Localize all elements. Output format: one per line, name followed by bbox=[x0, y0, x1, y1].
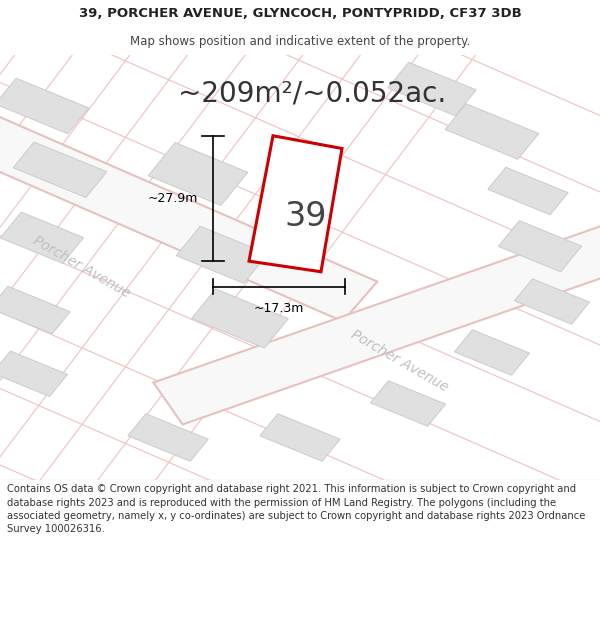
Text: Porcher Avenue: Porcher Avenue bbox=[30, 234, 132, 301]
Text: 39: 39 bbox=[285, 200, 327, 233]
Polygon shape bbox=[260, 414, 340, 461]
Text: Contains OS data © Crown copyright and database right 2021. This information is : Contains OS data © Crown copyright and d… bbox=[7, 484, 586, 534]
Polygon shape bbox=[514, 279, 590, 324]
Polygon shape bbox=[249, 136, 342, 272]
Text: ~17.3m: ~17.3m bbox=[254, 301, 304, 314]
Text: Porcher Avenue: Porcher Avenue bbox=[348, 328, 450, 394]
Polygon shape bbox=[13, 142, 107, 198]
Polygon shape bbox=[370, 381, 446, 426]
Polygon shape bbox=[128, 414, 208, 461]
Polygon shape bbox=[445, 104, 539, 159]
Polygon shape bbox=[499, 221, 581, 272]
Polygon shape bbox=[0, 112, 377, 321]
Polygon shape bbox=[154, 221, 600, 424]
Polygon shape bbox=[1, 212, 83, 263]
Text: ~27.9m: ~27.9m bbox=[148, 192, 198, 205]
Text: ~209m²/~0.052ac.: ~209m²/~0.052ac. bbox=[178, 79, 446, 107]
Polygon shape bbox=[0, 286, 70, 334]
Polygon shape bbox=[388, 62, 476, 116]
Polygon shape bbox=[176, 226, 268, 283]
Text: 39, PORCHER AVENUE, GLYNCOCH, PONTYPRIDD, CF37 3DB: 39, PORCHER AVENUE, GLYNCOCH, PONTYPRIDD… bbox=[79, 8, 521, 20]
Polygon shape bbox=[0, 78, 89, 134]
Polygon shape bbox=[488, 168, 568, 215]
Polygon shape bbox=[148, 142, 248, 206]
Polygon shape bbox=[0, 351, 68, 396]
Text: Map shows position and indicative extent of the property.: Map shows position and indicative extent… bbox=[130, 35, 470, 48]
Polygon shape bbox=[454, 330, 530, 375]
Polygon shape bbox=[191, 289, 289, 348]
